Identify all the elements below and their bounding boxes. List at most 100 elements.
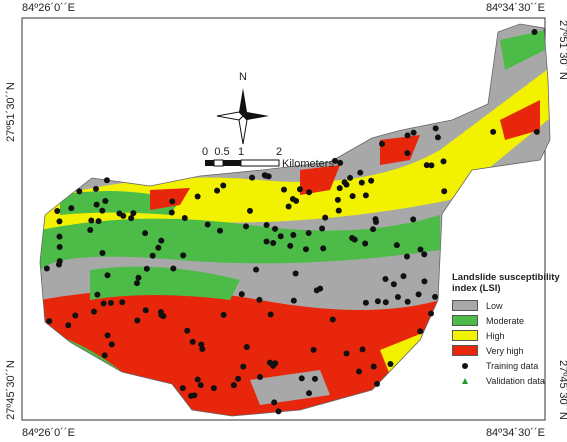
training-point [243,223,250,230]
training-point [335,207,342,214]
training-point [272,360,279,367]
training-point [533,128,540,135]
training-point [179,385,186,392]
scale-bar: 0 0.5 1 2 Kilometers [202,146,335,170]
training-point [155,244,162,251]
training-point [216,227,223,234]
coordinate-label: 84º26´0´´E [22,2,75,14]
training-point [263,221,270,228]
training-point [341,179,348,186]
legend-swatch [452,345,478,356]
training-point [287,242,294,249]
training-point [292,270,299,277]
training-point [374,298,381,305]
training-point [404,150,411,157]
training-point [271,399,278,406]
training-point [99,207,106,214]
training-point [88,217,95,224]
coordinate-label: 27º45´30´´N [5,360,17,420]
training-point [368,177,375,184]
training-point [72,312,79,319]
scale-unit: Kilometers [282,158,334,170]
training-point [285,203,292,210]
legend-item: Training data [452,358,562,373]
training-point [93,201,100,208]
training-point [158,237,165,244]
training-point [149,252,156,259]
training-point [417,246,424,253]
training-point [440,158,447,165]
legend: Landslide susceptibility index (LSI) Low… [452,272,562,388]
scale-tick: 0.5 [214,146,229,158]
training-point [87,227,94,234]
legend-label: Very high [486,345,524,356]
legend-label: Low [486,300,503,311]
training-point [99,249,106,256]
legend-swatch [452,300,478,311]
training-point [157,308,164,315]
training-point [92,185,99,192]
training-point [104,272,111,279]
training-point [130,210,137,217]
training-point [119,299,126,306]
lsi-raster [40,24,550,416]
training-point [349,193,356,200]
training-point [133,280,140,287]
map-frame [21,17,546,421]
training-point [310,346,317,353]
training-point [298,375,305,382]
training-point [428,310,435,317]
training-point [302,246,309,253]
study-area-outline [39,23,551,417]
legend-title: Landslide susceptibility index (LSI) [452,272,560,294]
training-point [197,382,204,389]
training-point [65,322,72,329]
training-point [253,266,260,273]
training-point [55,261,62,268]
scale-tick: 1 [238,146,244,158]
training-point [116,210,123,217]
training-point [194,376,201,383]
training-point [76,188,83,195]
training-point [103,177,110,184]
training-point [305,229,312,236]
training-point [168,209,175,216]
scale-tick: 0 [202,146,208,158]
training-point [107,299,114,306]
training-point [181,215,188,222]
coordinate-label: 27º45´30´´N [557,360,567,420]
training-point [143,265,150,272]
training-point [100,300,107,307]
training-point [490,128,497,135]
training-point [404,298,411,305]
training-point [180,252,187,259]
training-point [290,232,297,239]
legend-symbol [452,362,478,369]
training-point [393,242,400,249]
training-point [359,346,366,353]
training-point [355,368,362,375]
training-point [357,169,364,176]
training-point [400,273,407,280]
legend-item: High [452,328,562,343]
training-point [370,226,377,233]
training-point [362,240,369,247]
coordinate-label: 27º51´30´´N [5,82,17,142]
training-point [246,207,253,214]
training-point [290,297,297,304]
training-point [306,390,313,397]
training-point [188,392,195,399]
legend-symbol [452,377,478,384]
training-point [43,265,50,272]
training-point [210,385,217,392]
training-point [404,132,411,139]
training-point [311,375,318,382]
training-point [272,225,279,232]
legend-label: Moderate [486,315,525,326]
training-point [372,216,379,223]
coordinate-label: 84º34´30´´E [486,427,545,439]
north-arrow: N [216,71,269,145]
training-point [432,125,439,132]
training-points [43,28,540,415]
